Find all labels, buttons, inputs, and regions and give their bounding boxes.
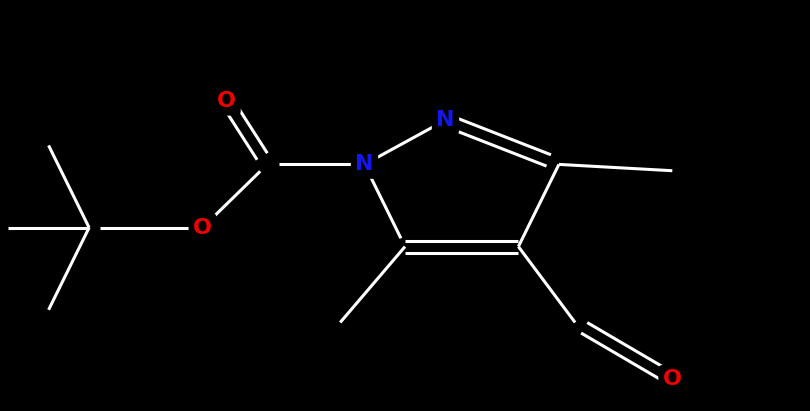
Text: O: O [217,91,237,111]
Text: O: O [193,218,212,238]
Text: O: O [663,369,682,389]
Text: N: N [356,155,373,174]
Text: N: N [437,110,454,130]
